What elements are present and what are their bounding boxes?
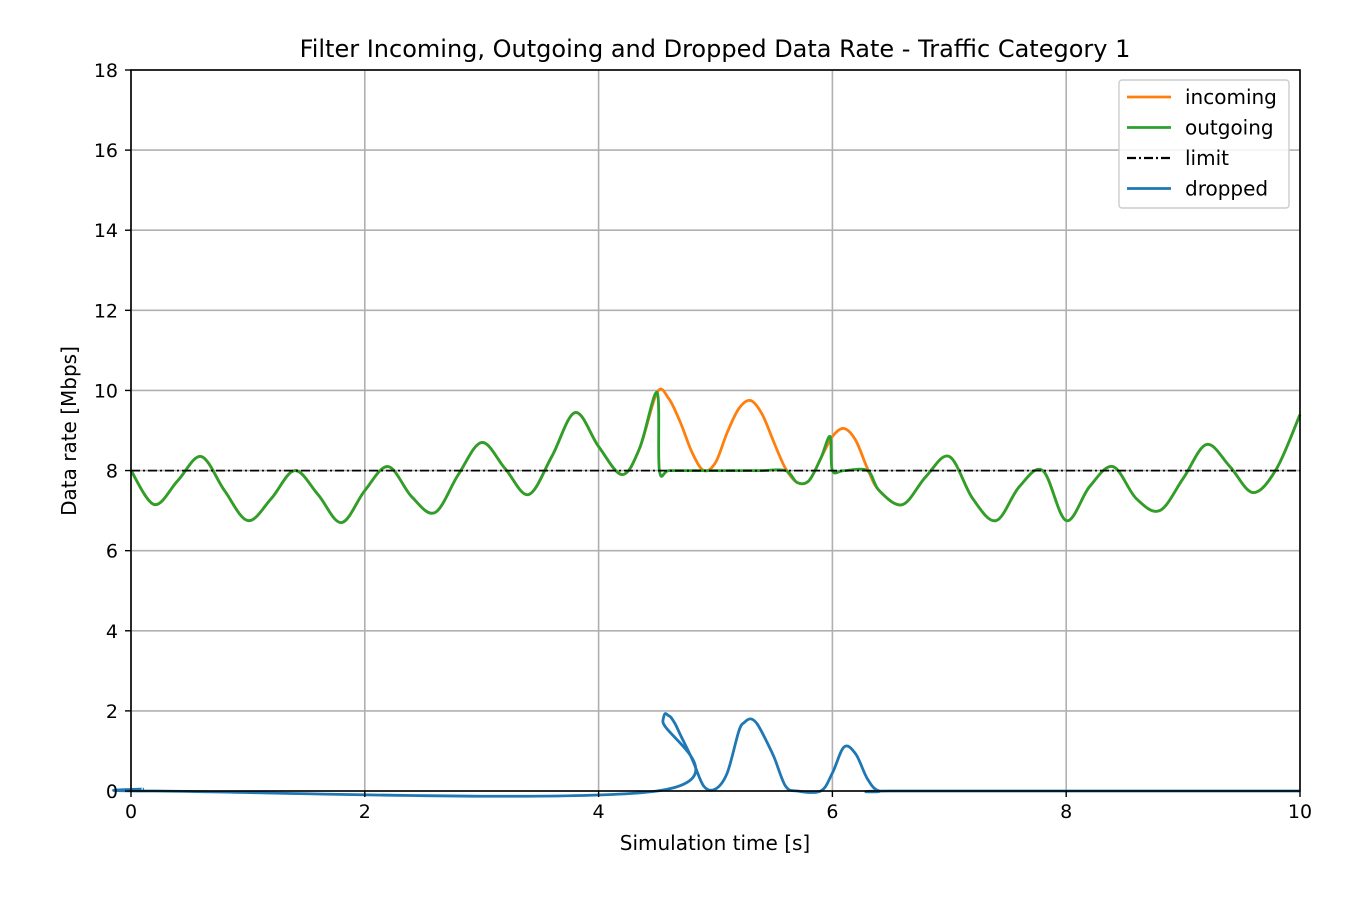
x-axis-label: Simulation time [s] — [620, 831, 810, 855]
x-tick-label: 4 — [593, 801, 605, 823]
x-tick-label: 0 — [125, 801, 137, 823]
y-axis-label: Data rate [Mbps] — [57, 346, 81, 516]
plot-frame — [130, 69, 1301, 792]
x-tick-label: 10 — [1288, 801, 1312, 823]
chart-title: Filter Incoming, Outgoing and Dropped Da… — [300, 35, 1131, 63]
y-tick-label: 6 — [106, 541, 118, 563]
y-tick-label: 4 — [106, 621, 118, 643]
series-layer — [112, 387, 1302, 798]
y-tick-label: 16 — [94, 140, 118, 162]
legend-label-dropped: dropped — [1185, 177, 1268, 201]
x-tick-label: 6 — [826, 801, 838, 823]
ticks: 0 2 4 6 8 10 0 2 4 6 8 10 12 14 16 18 — [94, 60, 1312, 823]
y-tick-label: 12 — [94, 300, 118, 322]
series-line-incoming — [129, 387, 1302, 524]
legend-label-outgoing: outgoing — [1185, 116, 1274, 140]
legend-label-incoming: incoming — [1185, 85, 1277, 109]
y-tick-label: 0 — [106, 781, 118, 803]
y-tick-label: 2 — [106, 701, 118, 723]
x-tick-label: 8 — [1060, 801, 1072, 823]
y-tick-label: 8 — [106, 461, 118, 483]
x-tick-label: 2 — [359, 801, 371, 823]
legend-box — [1118, 79, 1290, 209]
legend: incoming outgoing limit dropped — [1118, 79, 1290, 209]
series-line-dropped — [112, 712, 1300, 798]
series-line-outgoing — [129, 390, 1302, 524]
y-tick-label: 14 — [94, 220, 118, 242]
legend-label-limit: limit — [1185, 146, 1229, 170]
y-tick-label: 10 — [94, 380, 118, 402]
y-tick-label: 18 — [94, 60, 118, 82]
